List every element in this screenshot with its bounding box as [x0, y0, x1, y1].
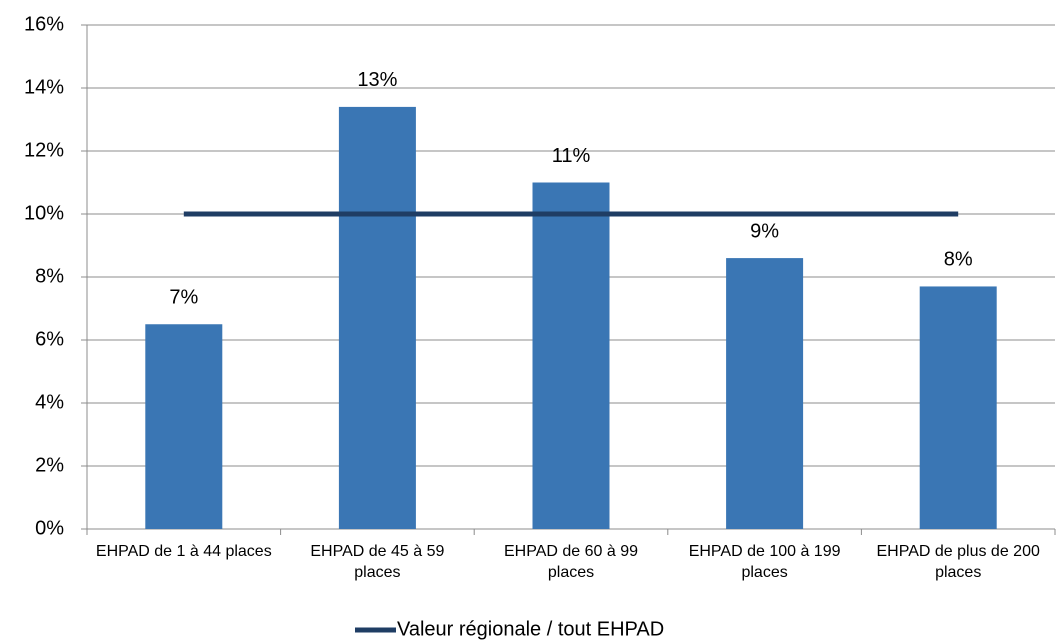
x-tick-label: EHPAD de 45 à 59 places — [310, 543, 445, 581]
y-tick-label: 2% — [35, 454, 64, 476]
legend-label: Valeur régionale / tout EHPAD — [397, 618, 664, 640]
x-tick-label: EHPAD de 60 à 99 places — [503, 543, 638, 581]
bar — [726, 258, 804, 529]
x-tick-label: EHPAD de plus de 200 places — [876, 543, 1040, 581]
bar — [338, 106, 416, 530]
data-label: 11% — [552, 145, 591, 167]
data-label: 8% — [944, 249, 973, 271]
y-tick-label: 16% — [24, 13, 64, 35]
y-tick-label: 6% — [35, 328, 64, 350]
y-tick-label: 10% — [24, 202, 64, 224]
x-tick-label: EHPAD de 1 à 44 places — [95, 543, 272, 560]
data-label: 13% — [357, 69, 397, 91]
x-tick-label: EHPAD de 100 à 199 places — [688, 543, 841, 581]
data-label: 9% — [750, 220, 779, 242]
bar — [145, 324, 223, 529]
bar — [919, 286, 997, 529]
y-tick-label: 14% — [24, 76, 64, 98]
bar — [532, 182, 610, 529]
y-tick-label: 4% — [35, 391, 64, 413]
data-label: 7% — [169, 287, 198, 309]
y-tick-label: 0% — [35, 517, 64, 539]
y-tick-label: 12% — [24, 139, 64, 161]
y-tick-label: 8% — [35, 265, 64, 287]
